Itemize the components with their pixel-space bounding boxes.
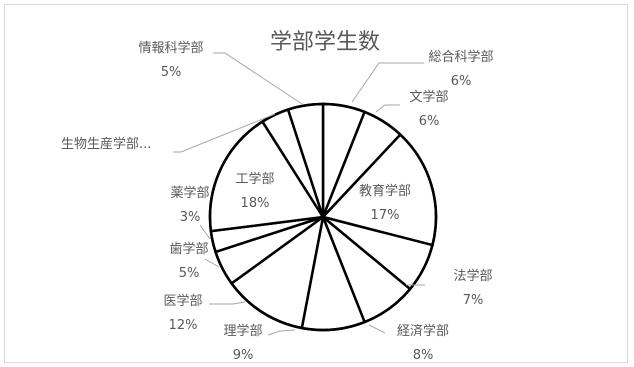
data-label-name: 教育学部 [359, 183, 411, 199]
chart-title: 学部学生数 [270, 30, 380, 55]
leader-line [368, 324, 386, 334]
data-label-percent: 9% [233, 348, 254, 363]
data-label-name: 薬学部 [170, 185, 209, 201]
data-label-percent: 5% [161, 65, 182, 80]
data-label-name: 工学部 [235, 171, 274, 187]
leader-line [204, 258, 220, 268]
data-label-name: 医学部 [163, 293, 202, 309]
data-label-name: 文学部 [409, 89, 448, 105]
data-label-name: 生物生産学部... [61, 136, 151, 152]
pie-slices [208, 102, 438, 332]
leader-line [351, 62, 424, 103]
pie-outline [208, 102, 438, 332]
data-label-name: 理学部 [223, 323, 262, 339]
leader-line [173, 113, 276, 153]
data-label-name: 総合科学部 [428, 49, 493, 65]
data-label-percent: 5% [179, 266, 200, 281]
leader-line [375, 104, 400, 113]
chart-area: 学部学生数 総合科学部 6% 文学部 6% 教育学部 17% 法学部 7% 経済学部 8% 理学部 9… [4, 4, 628, 363]
data-label-name: 情報科学部 [138, 40, 203, 56]
leader-line [199, 224, 211, 240]
data-label-name: 歯学部 [169, 241, 208, 257]
data-label-name: 経済学部 [397, 323, 449, 339]
data-label-percent: 7% [463, 293, 484, 308]
data-label-percent: 8% [413, 348, 434, 363]
data-label-percent: 6% [451, 74, 472, 89]
leader-lines [173, 52, 425, 336]
leader-line [213, 52, 303, 105]
pie-chart: 学部学生数 総合科学部6%文学部6%教育学部17%法学部7%経済学部8%理学部9… [61, 30, 494, 363]
data-label-percent: 6% [419, 114, 440, 129]
data-label-percent: 3% [180, 210, 201, 225]
leader-line [209, 301, 246, 305]
leader-line [267, 329, 296, 336]
data-label-name: 法学部 [453, 268, 492, 284]
data-label-percent: 17% [371, 208, 400, 223]
data-label-percent: 18% [241, 196, 270, 211]
data-label-percent: 12% [169, 318, 198, 333]
data-labels: 総合科学部6%文学部6%教育学部17%法学部7%経済学部8%理学部9%医学部12… [61, 40, 494, 363]
